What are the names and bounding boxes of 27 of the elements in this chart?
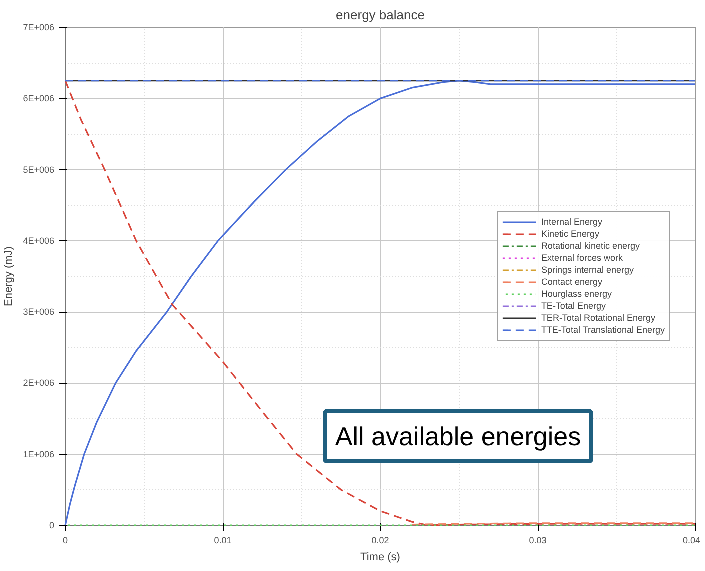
legend-label: TER-Total Rotational Energy	[541, 312, 656, 324]
y-tick-label: 2E+006	[23, 378, 54, 388]
legend-label: TE-Total Energy	[541, 300, 606, 312]
y-tick-label: 0	[49, 520, 55, 530]
y-axis-title: Energy (mJ)	[3, 246, 16, 306]
annotation: All available energies	[335, 421, 582, 452]
legend-label: Contact energy	[541, 276, 602, 288]
chart-title: energy balance	[336, 8, 425, 22]
y-tick-label: 3E+006	[23, 307, 54, 318]
y-tick-label: 7E+006	[23, 22, 54, 32]
legend-label: Rotational kinetic energy	[541, 240, 640, 252]
x-tick-label: 0.03	[529, 536, 547, 546]
x-tick-label: 0.01	[214, 536, 232, 546]
legend-label: Springs internal energy	[541, 264, 634, 276]
x-tick-label: 0.02	[372, 536, 390, 546]
x-axis-title: Time (s)	[360, 552, 400, 564]
legend-label: External forces work	[541, 252, 623, 264]
legend-label: Kinetic Energy	[541, 228, 600, 240]
legend-label: Internal Energy	[541, 216, 602, 228]
y-tick-label: 5E+006	[23, 164, 54, 175]
y-tick-label: 4E+006	[23, 236, 54, 246]
x-tick-label: 0.04	[682, 536, 701, 546]
legend-label: TTE-Total Translational Energy	[541, 324, 665, 336]
legend-label: Hourglass energy	[541, 288, 612, 300]
y-tick-label: 1E+006	[23, 449, 54, 460]
y-tick-label: 6E+006	[23, 94, 54, 104]
x-tick-label: 0	[62, 536, 68, 546]
